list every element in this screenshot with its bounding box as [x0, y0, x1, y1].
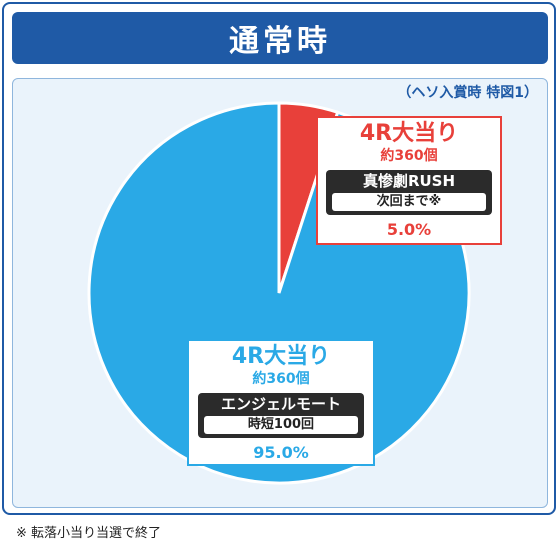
slice-label-angel-mode-name: エンジェルモート: [220, 395, 341, 413]
slice-label-rush-mode-name: 真惨劇RUSH: [362, 172, 456, 190]
slice-label-angel: 4R大当り 約360個 エンジェルモート 時短100回 95.0%: [187, 339, 375, 466]
slice-label-angel-payout: 約360個: [252, 371, 310, 387]
slice-label-angel-condition: 時短100回: [204, 416, 358, 434]
slice-label-rush-percent: 5.0%: [386, 220, 432, 239]
page-title: 通常時: [12, 12, 548, 64]
slice-label-rush-condition: 次回まで※: [332, 193, 486, 211]
slice-label-rush: 4R大当り 約360個 真惨劇RUSH 次回まで※ 5.0%: [316, 116, 502, 245]
slice-label-angel-percent: 95.0%: [253, 443, 309, 462]
slice-label-rush-payout: 約360個: [380, 148, 438, 164]
slice-label-angel-title: 4R大当り: [231, 344, 331, 369]
footnote: ※ 転落小当り当選で終了: [16, 526, 162, 541]
slice-label-rush-title: 4R大当り: [359, 121, 459, 146]
chart-subtitle: （ヘソ入賞時 特図1）: [397, 85, 538, 101]
slice-label-rush-mode: 真惨劇RUSH 次回まで※: [326, 170, 492, 215]
slice-label-angel-mode: エンジェルモート 時短100回: [198, 393, 364, 438]
